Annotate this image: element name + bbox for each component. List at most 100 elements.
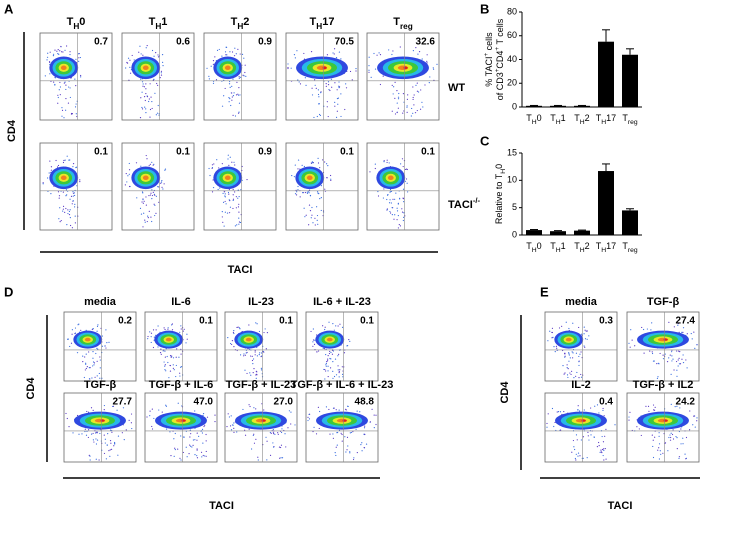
event-dot (150, 192, 152, 194)
event-dot (62, 51, 64, 53)
event-dot (97, 348, 99, 350)
panel-label: C (480, 133, 490, 148)
event-dot (129, 72, 132, 74)
event-dot (324, 368, 326, 371)
event-dot (386, 159, 388, 161)
density (306, 175, 313, 181)
event-dot (402, 165, 404, 168)
event-dot (375, 414, 377, 416)
event-dot (224, 87, 226, 90)
event-dot (131, 54, 133, 57)
event-dot (681, 331, 683, 333)
event-dot (552, 336, 554, 338)
event-dot (567, 376, 569, 379)
event-dot (573, 446, 575, 448)
event-dot (194, 439, 196, 441)
event-dot (135, 162, 138, 164)
event-dot (249, 405, 251, 408)
density (60, 65, 67, 71)
event-dot (579, 455, 581, 457)
plot-frame (544, 311, 618, 382)
event-dot (237, 112, 240, 114)
event-dot (230, 415, 232, 417)
text-part: + (494, 47, 501, 51)
event-dot (46, 59, 48, 61)
event-dot (658, 432, 660, 434)
event-dot (335, 116, 338, 119)
event-dot (693, 415, 695, 417)
event-dot (322, 159, 324, 161)
panel-label: D (4, 284, 13, 299)
bar (622, 54, 638, 107)
event-dot (328, 352, 331, 355)
x-tick-label: TH1 (550, 241, 565, 254)
event-dot (112, 405, 114, 408)
event-dot (248, 324, 250, 326)
event-dot (577, 405, 579, 407)
event-dot (75, 84, 77, 87)
event-dot (317, 350, 320, 352)
event-dot (396, 90, 398, 92)
event-dot (402, 197, 404, 199)
event-dot (157, 56, 160, 58)
event-dot (224, 51, 227, 53)
event-dot (332, 433, 334, 435)
event-dot (179, 457, 181, 459)
event-dot (417, 91, 420, 93)
column-header: TH17 (310, 16, 335, 31)
event-dot (312, 339, 315, 341)
text-part: H (556, 247, 561, 254)
text-part: H (316, 22, 322, 31)
event-dot (69, 51, 71, 53)
event-dot (603, 459, 605, 461)
event-dot (63, 117, 65, 119)
event-dot (410, 115, 412, 117)
event-dot (66, 194, 68, 196)
event-dot (682, 437, 684, 439)
event-dot (253, 442, 256, 444)
event-dot (96, 375, 98, 377)
event-dot (416, 82, 418, 84)
event-dot (696, 417, 698, 419)
event-dot (316, 334, 318, 336)
x-tick-label: TH2 (574, 113, 589, 126)
event-dot (204, 455, 206, 457)
event-dot (368, 56, 370, 58)
event-dot (74, 327, 77, 329)
event-dot (61, 115, 63, 117)
event-dot (580, 373, 582, 376)
event-dot (371, 408, 373, 410)
event-dot (337, 355, 339, 357)
text-part: reg (628, 247, 638, 254)
event-dot (294, 57, 296, 59)
event-dot (244, 71, 246, 74)
event-dot (676, 405, 678, 407)
event-dot (383, 160, 385, 162)
event-dot (66, 155, 68, 157)
event-dot (233, 330, 235, 332)
event-dot (333, 375, 336, 378)
event-dot (81, 433, 83, 435)
event-dot (169, 364, 172, 367)
event-dot (79, 181, 81, 183)
event-dot (96, 347, 98, 349)
event-dot (104, 442, 106, 444)
event-dot (258, 354, 260, 356)
column-header: Treg (393, 16, 413, 31)
event-dot (308, 224, 310, 226)
event-dot (87, 436, 90, 439)
event-dot (662, 452, 664, 454)
event-dot (403, 216, 405, 218)
event-dot (237, 326, 239, 328)
event-dot (583, 326, 585, 328)
event-dot (307, 416, 309, 418)
event-dot (392, 93, 394, 95)
event-dot (696, 344, 698, 346)
event-dot (71, 113, 73, 115)
event-dot (576, 371, 578, 374)
event-dot (393, 86, 395, 88)
event-dot (691, 338, 693, 340)
event-dot (152, 346, 155, 349)
event-dot (311, 87, 313, 89)
event-dot (249, 348, 251, 350)
